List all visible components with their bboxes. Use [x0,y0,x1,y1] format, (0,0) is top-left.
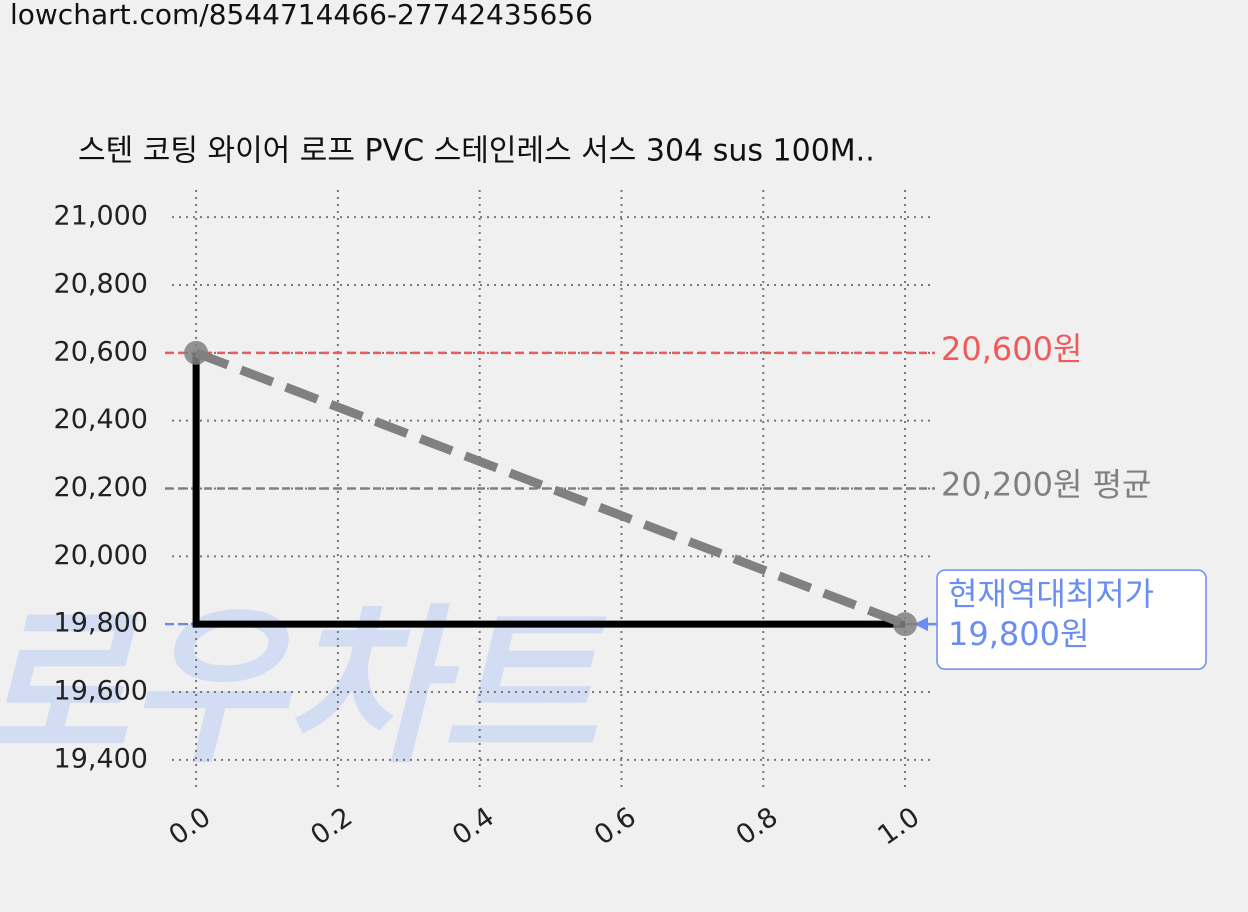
point [184,340,209,365]
x-tick-label: 1.0 [872,801,925,851]
y-tick-label: 20,000 [54,540,148,571]
x-tick-label: 0.0 [163,801,216,851]
chart-title: 스텐 코팅 와이어 로프 PVC 스테인레스 서스 304 sus 100M.. [78,134,875,169]
x-tick-label: 0.4 [447,801,500,851]
reference-label: 19,800원 [948,615,1089,653]
y-tick-label: 19,600 [54,676,148,707]
reference-label: 20,600원 [941,330,1082,368]
reference-label: 20,200원 평균 [941,466,1151,504]
note-label: 현재역대최저가 [948,575,1154,613]
y-tick-label: 19,400 [54,743,148,774]
point [893,612,918,637]
x-tick-label: 0.2 [305,801,358,851]
y-tick-label: 20,400 [54,404,148,435]
y-tick-label: 20,600 [54,336,148,367]
url: lowchart.com/8544714466-27742435656 [10,0,593,31]
y-tick-label: 20,800 [54,268,148,299]
y-tick-label: 19,800 [54,608,148,639]
x-tick-label: 0.8 [731,801,784,851]
y-tick-label: 20,200 [54,472,148,503]
series-line [192,352,906,628]
x-tick-label: 0.6 [589,801,642,851]
label-arrow-head [914,617,928,632]
series-line [194,348,907,629]
y-tick-label: 21,000 [54,201,148,232]
label-box [936,569,1207,670]
